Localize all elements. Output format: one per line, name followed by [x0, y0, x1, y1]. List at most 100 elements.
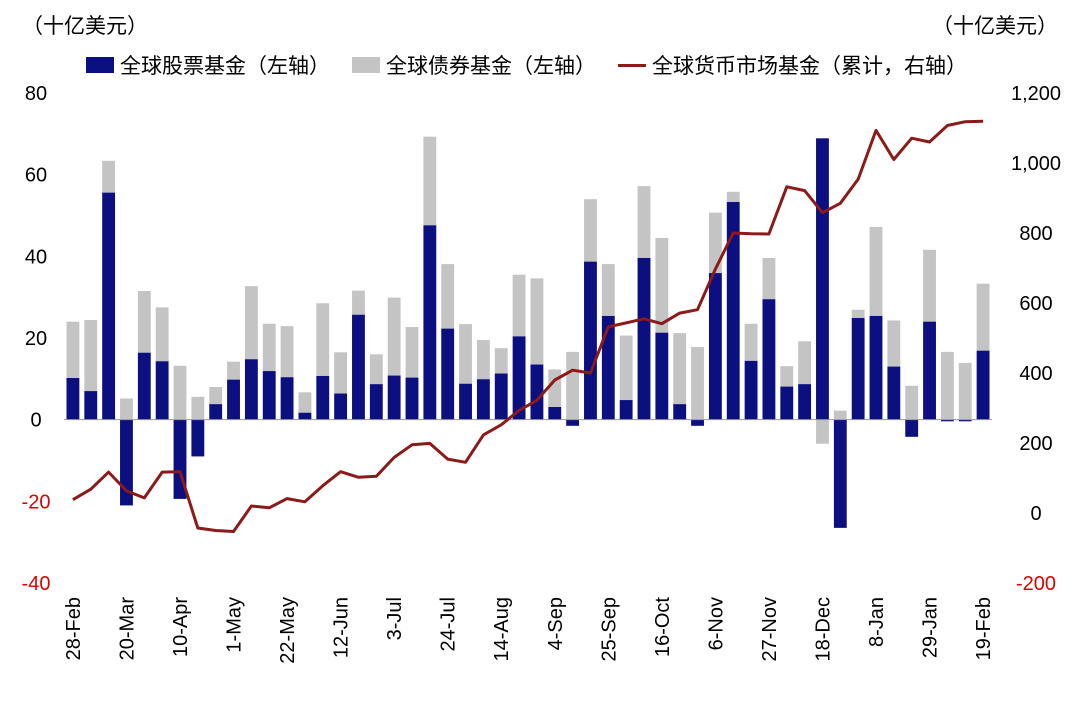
bond-bar: [84, 320, 98, 392]
equity-bar: [726, 202, 740, 420]
left-tick-label: 60: [25, 165, 47, 187]
bond-bar: [405, 326, 419, 378]
legend-item-money: 全球货币市场基金（累计，右轴）: [618, 50, 967, 80]
bond-bar: [762, 257, 776, 300]
legend: 全球股票基金（左轴） 全球债券基金（左轴） 全球货币市场基金（累计，右轴）: [86, 50, 989, 80]
bond-bar: [566, 351, 580, 420]
equity-bar: [816, 138, 829, 420]
equity-bar: [691, 419, 704, 426]
equity-bar: [316, 375, 330, 420]
bond-bar: [744, 323, 758, 361]
bond-bar: [851, 309, 865, 318]
bond-bar: [780, 366, 794, 387]
equity-bar: [619, 400, 633, 420]
x-tick-label: 25-Sep: [598, 597, 620, 662]
bond-bar: [66, 321, 80, 379]
equity-bar: [369, 384, 383, 420]
equity-bar: [905, 419, 919, 437]
right-axis-ticks: 1,200 1,000 800 600 400 200 0 -200: [1011, 83, 1061, 595]
right-tick-label: 1,000: [1011, 153, 1061, 175]
right-tick-label: 400: [1019, 363, 1052, 385]
equity-bar: [584, 261, 597, 420]
bond-bar: [869, 226, 883, 316]
equity-bar: [459, 383, 472, 420]
x-tick-label: 22-May: [277, 597, 299, 664]
equity-bar: [923, 321, 936, 420]
bond-bar: [120, 398, 133, 420]
legend-label-money: 全球货币市场基金（累计，右轴）: [652, 54, 967, 78]
equity-bar: [334, 393, 348, 420]
bond-bar: [637, 186, 651, 258]
equity-bar: [476, 379, 490, 420]
equity-bar: [209, 404, 223, 420]
equity-bar: [780, 386, 794, 420]
bond-bar: [334, 352, 348, 394]
equity-bars: [66, 138, 990, 528]
equity-bar: [530, 364, 544, 420]
right-tick-label: 200: [1019, 433, 1052, 455]
bond-bar: [887, 320, 901, 367]
x-tick-label: 8-Jan: [866, 597, 888, 647]
equity-bar: [244, 359, 258, 420]
equity-bar: [940, 419, 954, 422]
bond-bar: [155, 307, 169, 362]
x-tick-label: 4-Sep: [545, 597, 567, 650]
legend-swatch-equity: [86, 57, 114, 73]
equity-bar: [423, 225, 437, 420]
equity-bar: [708, 273, 722, 420]
bond-bar: [601, 264, 615, 316]
bond-bar: [137, 291, 151, 353]
equity-bar: [494, 373, 508, 420]
x-tick-label: 28-Feb: [63, 597, 85, 660]
equity-bar: [958, 419, 972, 422]
legend-swatch-bond: [352, 57, 380, 73]
equity-bar: [227, 379, 240, 420]
left-axis-unit: （十亿美元）: [22, 14, 148, 38]
equity-bar: [298, 412, 312, 420]
bond-bar: [673, 333, 687, 405]
x-tick-label: 24-Jul: [438, 597, 460, 651]
equity-bar: [601, 315, 615, 420]
bond-bar: [726, 191, 740, 203]
equity-bar: [673, 404, 687, 420]
equity-bar: [387, 375, 401, 420]
x-tick-label: 3-Jul: [384, 597, 406, 640]
equity-bar: [655, 332, 669, 420]
x-tick-label: 29-Jan: [920, 597, 942, 658]
equity-bar: [512, 336, 526, 420]
equity-bar: [548, 407, 562, 420]
bond-bar: [459, 324, 472, 384]
bond-bar: [940, 351, 954, 420]
bond-bar: [494, 348, 508, 374]
legend-item-equity: 全球股票基金（左轴）: [86, 50, 330, 80]
bond-bar: [548, 369, 562, 408]
equity-bar: [191, 419, 205, 457]
legend-item-bond: 全球债券基金（左轴）: [352, 50, 596, 80]
equity-bar: [155, 361, 169, 420]
left-tick-label: 0: [30, 410, 41, 432]
bond-bar: [262, 323, 276, 372]
bond-bar: [530, 278, 544, 365]
bond-bar: [958, 362, 972, 420]
left-tick-label: -40: [22, 573, 51, 595]
x-tick-label: 19-Feb: [973, 597, 995, 660]
left-tick-label: 20: [25, 328, 47, 350]
right-tick-label: 600: [1019, 293, 1052, 315]
equity-bar: [744, 360, 758, 420]
bond-bar: [316, 303, 330, 376]
bond-bar: [423, 136, 437, 226]
equity-bar: [798, 384, 812, 420]
equity-bar: [352, 314, 365, 420]
bond-bar: [191, 396, 205, 420]
left-tick-label: 80: [25, 83, 47, 105]
legend-label-bond: 全球债券基金（左轴）: [386, 54, 596, 78]
bond-bar: [691, 346, 704, 420]
bond-bars: [66, 136, 990, 444]
equity-bar: [137, 352, 151, 420]
right-axis-unit: （十亿美元）: [932, 14, 1058, 38]
equity-bar: [84, 391, 98, 420]
equity-bar: [833, 419, 847, 528]
left-tick-label: 40: [25, 246, 47, 268]
x-tick-label: 1-May: [224, 597, 246, 653]
equity-bar: [887, 366, 901, 420]
